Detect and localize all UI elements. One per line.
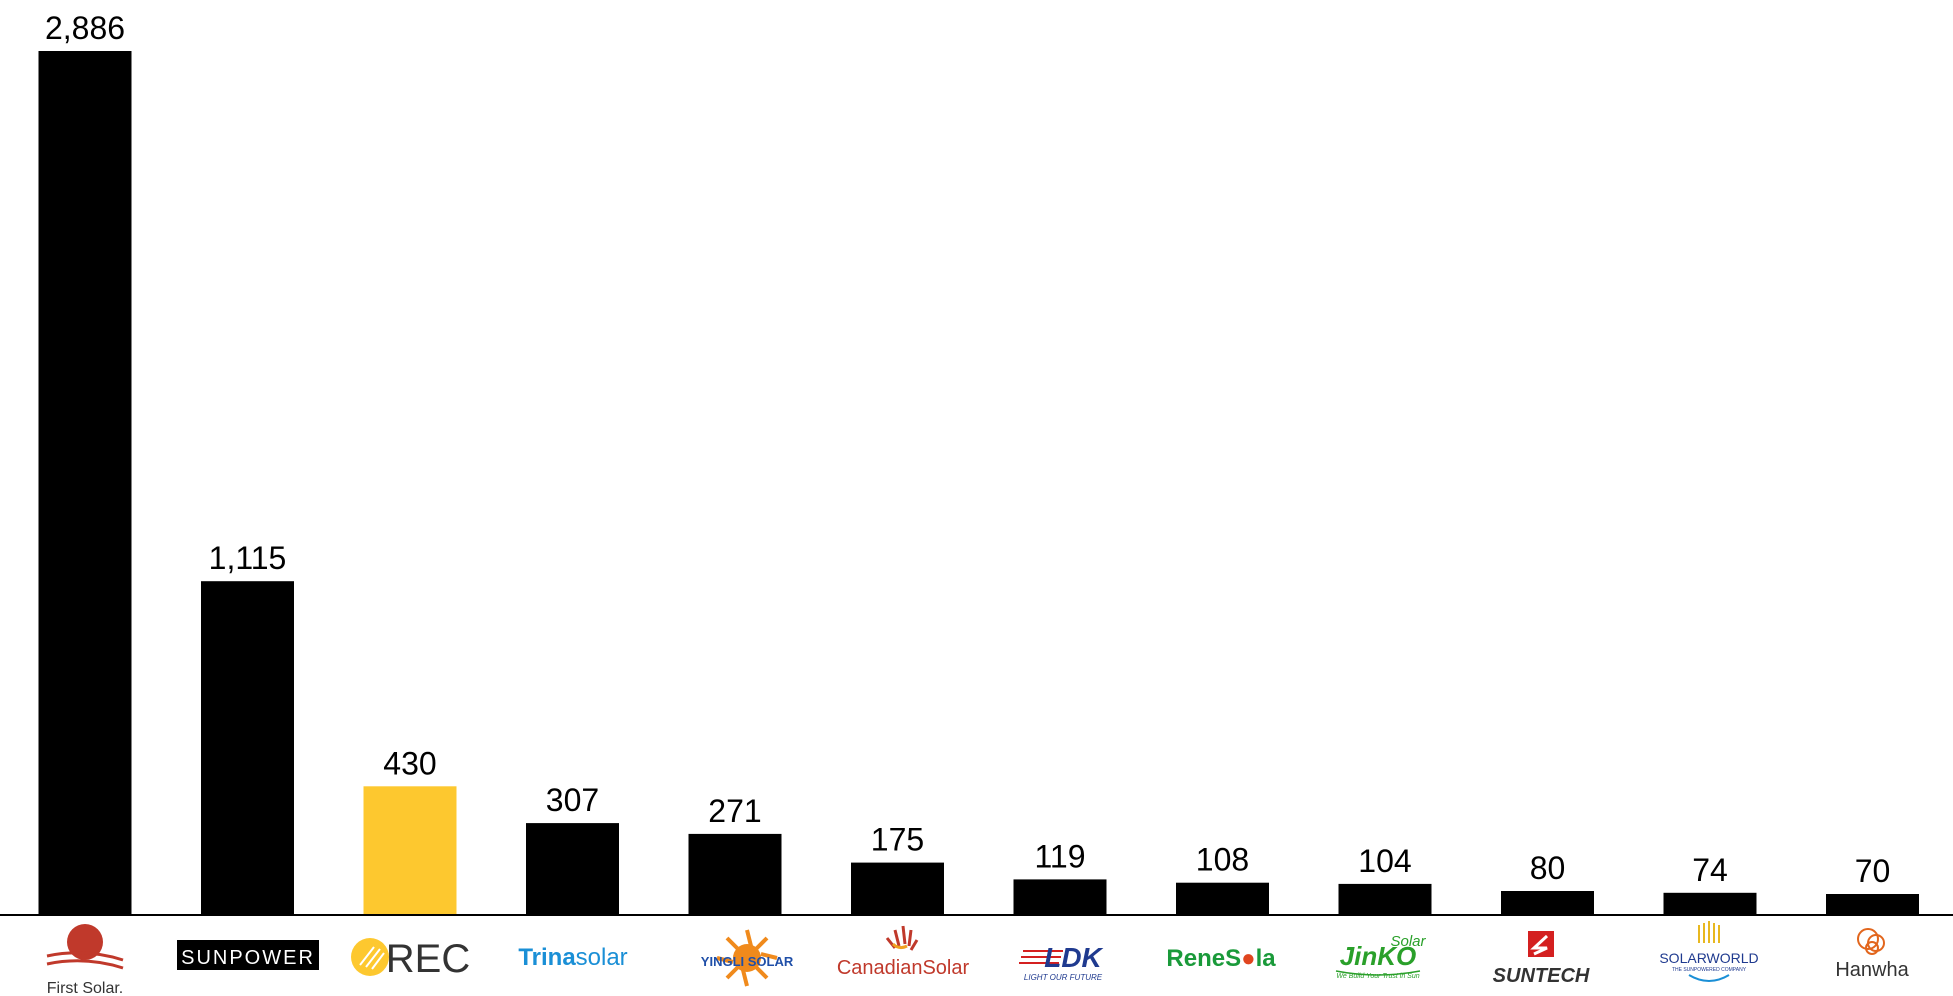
trina-solar-logo: Trinasolar [518,944,627,971]
suntech-logo: SUNTECH [1493,931,1590,987]
bar-hanwha [1826,894,1919,915]
category-logos: First Solar. SUNPOWER REC Trinasolar YIN… [46,921,1910,996]
hanwha-logo-text: Hanwha [1835,959,1909,981]
sunpower-logo-text: SUNPOWER [181,947,315,969]
value-label-first-solar: 2,886 [45,10,125,46]
ldk-logo: LDK LIGHT OUR FUTURE [1019,942,1104,982]
bar-ldk [1013,879,1107,915]
canadian-solar-logo: CanadianSolar [837,925,970,979]
bar-solarworld [1663,892,1757,915]
yingli-solar-logo: YINGLI SOLAR [701,929,794,987]
renesola-logo-text-b: la [1256,945,1277,972]
bar-first-solar [38,51,132,915]
value-labels-group: 2,886 1,115 430 307 271 175 119 108 104 80 74 70 [45,10,1890,889]
value-label-yingli-solar: 271 [708,793,761,829]
trina-logo-text-a: Trina [518,944,576,971]
solarworld-logo-text: SOLARWORLD [1659,950,1758,966]
first-solar-logo-text: First Solar. [47,980,123,996]
ldk-logo-tagline: LIGHT OUR FUTURE [1024,973,1103,982]
sunpower-logo: SUNPOWER [177,940,319,970]
value-label-solarworld: 74 [1692,852,1728,888]
ldk-logo-text: LDK [1044,942,1103,973]
jinko-logo-text: JinKO [1340,941,1417,971]
value-label-jinko-solar: 104 [1358,843,1411,879]
bar-yingli-solar [688,833,782,915]
value-label-trina-solar: 307 [546,782,599,818]
bar-canadian-solar [851,862,944,915]
suntech-logo-text: SUNTECH [1493,965,1590,987]
renesola-logo-text-a: ReneS [1166,945,1241,972]
renesola-logo: ReneS●la [1166,945,1276,972]
value-label-sunpower: 1,115 [209,540,287,576]
value-label-suntech: 80 [1530,850,1566,886]
trina-logo-text-b: solar [576,944,628,971]
jinko-logo-super: Solar [1390,933,1426,950]
bar-jinko-solar [1338,883,1432,915]
bar-suntech [1501,891,1594,915]
jinko-logo-tagline: We Build Your Trust in Sun [1336,973,1419,980]
rec-logo-text: REC [386,937,470,981]
hanwha-logo: Hanwha [1835,928,1910,981]
bar-trina-solar [526,823,619,915]
value-label-hanwha: 70 [1855,853,1891,889]
value-label-canadian-solar: 175 [871,822,924,858]
bar-sunpower [201,581,294,915]
jinko-solar-logo: JinKO Solar We Build Your Trust in Sun [1335,933,1427,980]
value-label-rec: 430 [383,745,436,781]
bar-rec [363,786,457,915]
first-solar-logo: First Solar. [46,924,124,996]
svg-text:ReneS●la: ReneS●la [1166,945,1276,972]
value-label-renesola: 108 [1196,842,1249,878]
canadian-solar-logo-text: CanadianSolar [837,957,970,979]
yingli-logo-text: YINGLI SOLAR [701,954,794,969]
solarworld-logo-tagline: THE SUNPOWERED COMPANY [1672,967,1747,973]
bars-group [38,51,1919,915]
rec-logo: REC [351,937,470,981]
value-label-ldk: 119 [1034,838,1085,874]
solarworld-logo: SOLARWORLD THE SUNPOWERED COMPANY [1659,921,1759,982]
bar-renesola [1176,882,1269,915]
svg-text:Trinasolar: Trinasolar [518,944,627,971]
